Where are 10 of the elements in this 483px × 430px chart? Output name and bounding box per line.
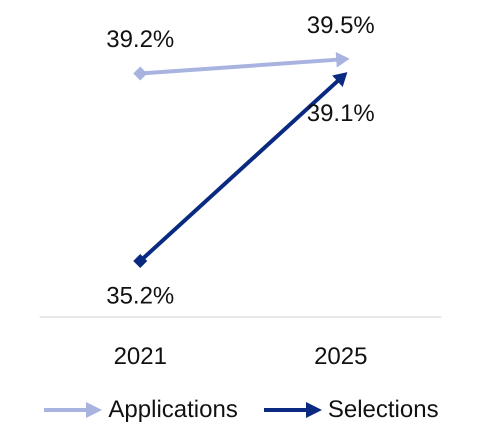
x-tick-label: 2021	[114, 343, 167, 370]
data-label: 39.1%	[306, 100, 375, 127]
data-label: 35.2%	[106, 282, 174, 310]
data-label: 39.2%	[106, 26, 174, 54]
point	[133, 66, 148, 80]
legend-label: Applications	[108, 396, 238, 424]
data-label: 39.5%	[306, 12, 375, 40]
legend-label: Selections	[328, 396, 439, 424]
x-tick-label: 2025	[314, 343, 368, 370]
point	[133, 254, 148, 268]
